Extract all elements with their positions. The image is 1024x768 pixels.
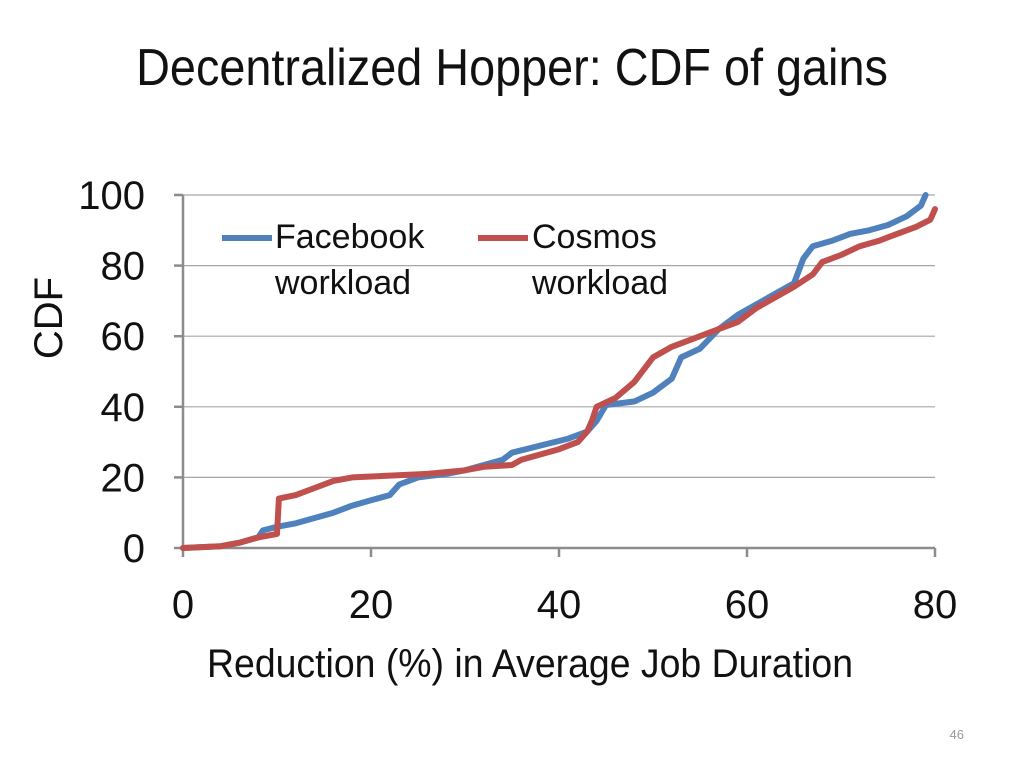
y-tick-label-20: 20: [101, 456, 146, 500]
legend-label-cosmos: Cosmos workload: [531, 218, 668, 302]
axes: [174, 193, 937, 557]
x-tick-label-80: 80: [913, 583, 958, 627]
y-tick-label-60: 60: [101, 315, 146, 359]
y-tick-label-0: 0: [123, 527, 145, 571]
y-tick-label-100: 100: [78, 174, 145, 218]
slide-title: Decentralized Hopper: CDF of gains: [136, 39, 888, 97]
x-tick-labels: 0 20 40 60 80: [172, 583, 957, 627]
grid-lines: [183, 194, 935, 478]
x-tick-label-0: 0: [172, 583, 194, 627]
y-axis-label: CDF: [27, 277, 71, 359]
legend: Facebook workload Cosmos workload: [222, 218, 668, 302]
x-tick-label-60: 60: [725, 583, 770, 627]
page-number: 46: [949, 727, 964, 742]
legend-label-facebook: Facebook workload: [274, 218, 425, 302]
series-line-cosmos: [180, 206, 938, 551]
y-tick-label-40: 40: [101, 386, 146, 430]
x-tick-label-40: 40: [537, 583, 582, 627]
x-tick-label-20: 20: [349, 583, 394, 627]
series-lines: [180, 192, 938, 551]
y-tick-labels: 0 20 40 60 80 100: [78, 174, 145, 571]
x-axis-label: Reduction (%) in Average Job Duration: [207, 642, 853, 686]
y-tick-label-80: 80: [101, 245, 146, 289]
